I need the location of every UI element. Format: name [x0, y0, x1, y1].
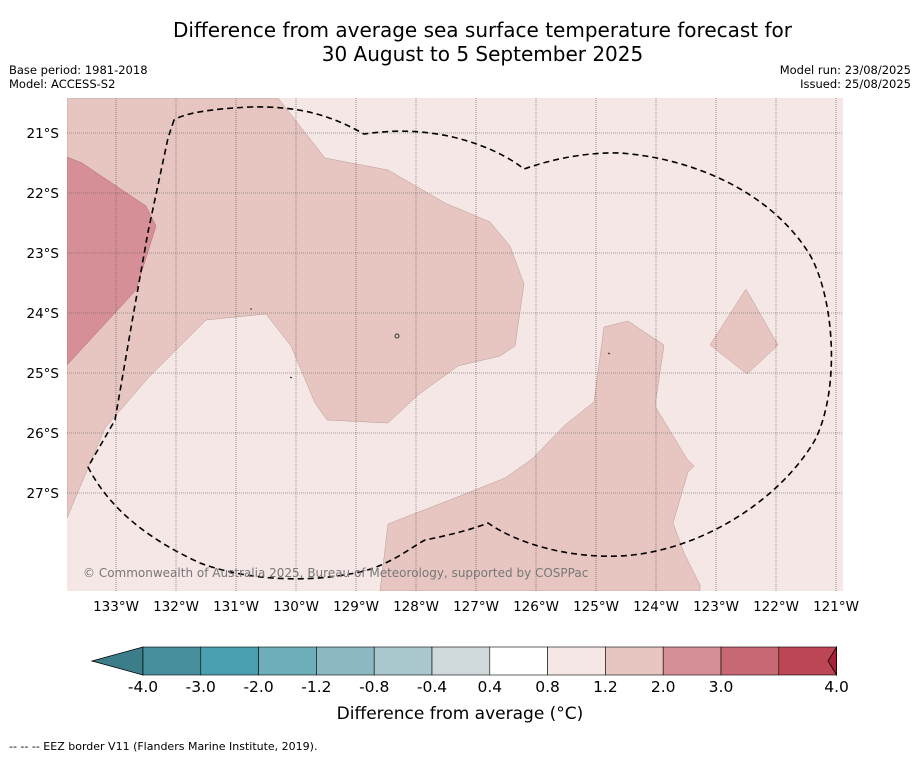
colorbar-segment — [431, 646, 491, 676]
meta-left: Base period: 1981-2018 Model: ACCESS-S2 — [9, 63, 148, 91]
title-line-1: Difference from average sea surface temp… — [172, 18, 792, 42]
colorbar-segment — [258, 646, 317, 676]
longitude-label: 121°W — [813, 599, 859, 615]
colorbar-segment — [662, 646, 722, 676]
colorbar-tick-label: -2.0 — [243, 678, 273, 696]
longitude-label: 131°W — [213, 599, 259, 615]
colorbar-tick-label: -0.8 — [359, 678, 389, 696]
latitude-label: 26°S — [27, 426, 60, 442]
colorbar-tick-label: -4.0 — [128, 678, 158, 696]
longitude-label: 124°W — [633, 599, 679, 615]
longitude-label: 130°W — [273, 599, 319, 615]
colorbar-tick-label: 3.0 — [709, 678, 734, 696]
longitude-label: 123°W — [693, 599, 739, 615]
model-run: Model run: 23/08/2025 — [779, 63, 911, 77]
sst-anomaly-map: © Commonwealth of Australia 2025, Bureau… — [27, 98, 859, 615]
colorbar-tick-label: 0.8 — [535, 678, 560, 696]
colorbar-segment — [316, 646, 375, 676]
title-line-2: 30 August to 5 September 2025 — [321, 42, 644, 66]
latitude-label: 23°S — [27, 246, 60, 262]
colorbar-tick-label: 0.4 — [477, 678, 502, 696]
base-period: Base period: 1981-2018 — [9, 63, 148, 77]
colorbar-under-arrow — [90, 646, 144, 676]
longitude-label: 125°W — [573, 599, 619, 615]
longitude-label: 128°W — [393, 599, 439, 615]
colorbar-segment — [373, 646, 433, 676]
latitude-label: 24°S — [27, 306, 60, 322]
longitude-labels: 133°W 132°W 131°W 130°W 129°W 128°W 127°W 126°W… — [93, 599, 859, 615]
longitude-label: 133°W — [93, 599, 139, 615]
latitude-labels: 21°S 22°S 23°S 24°S 25°S 26°S 27°S — [27, 126, 60, 502]
colorbar-segment — [547, 646, 606, 676]
copyright-notice: © Commonwealth of Australia 2025, Bureau… — [83, 566, 588, 580]
colorbar-tick-label: 2.0 — [651, 678, 676, 696]
longitude-label: 126°W — [513, 599, 559, 615]
colorbar-segment — [142, 646, 202, 676]
colorbar-tick-label: 1.2 — [593, 678, 618, 696]
anomaly-region-east — [709, 288, 779, 375]
eez-border — [87, 106, 833, 580]
colorbar-segment — [720, 646, 780, 676]
longitude-label: 132°W — [153, 599, 199, 615]
issued-date: Issued: 25/08/2025 — [800, 77, 911, 91]
longitude-label: 122°W — [753, 599, 799, 615]
island-dot-2 — [289, 376, 293, 379]
colorbar-segment — [605, 646, 664, 676]
anomaly-region-northwest — [67, 98, 525, 519]
island-dot-3 — [607, 352, 611, 355]
meta-right: Model run: 23/08/2025 Issued: 25/08/2025 — [780, 63, 911, 91]
latitude-label: 25°S — [27, 366, 60, 382]
longitude-label: 127°W — [453, 599, 499, 615]
graticule — [67, 98, 843, 591]
colorbar-segment — [778, 646, 837, 676]
latitude-label: 27°S — [27, 486, 60, 502]
colorbar: -4.0 -3.0 -2.0 -1.2 -0.8 -0.4 0.4 0.8 1.2 2.0 3.0 4… — [90, 645, 849, 696]
colorbar-title: Difference from average (°C) — [336, 704, 584, 724]
colorbar-over-arrow — [827, 645, 837, 677]
latitude-label: 22°S — [27, 186, 60, 202]
island-marker — [394, 333, 400, 339]
colorbar-tick-label: -1.2 — [301, 678, 331, 696]
model-name: Model: ACCESS-S2 — [9, 77, 116, 91]
latitude-label: 21°S — [27, 126, 60, 142]
eez-footnote: -- -- -- EEZ border V11 (Flanders Marine… — [9, 740, 318, 753]
colorbar-segment — [200, 646, 259, 676]
longitude-label: 129°W — [333, 599, 379, 615]
chart-title: Difference from average sea surface temp… — [0, 18, 919, 66]
colorbar-tick-label: 4.0 — [824, 678, 849, 696]
colorbar-tick-label: -3.0 — [186, 678, 216, 696]
colorbar-segment — [489, 646, 548, 676]
anomaly-region-south — [379, 320, 701, 591]
colorbar-tick-label: -0.4 — [417, 678, 447, 696]
